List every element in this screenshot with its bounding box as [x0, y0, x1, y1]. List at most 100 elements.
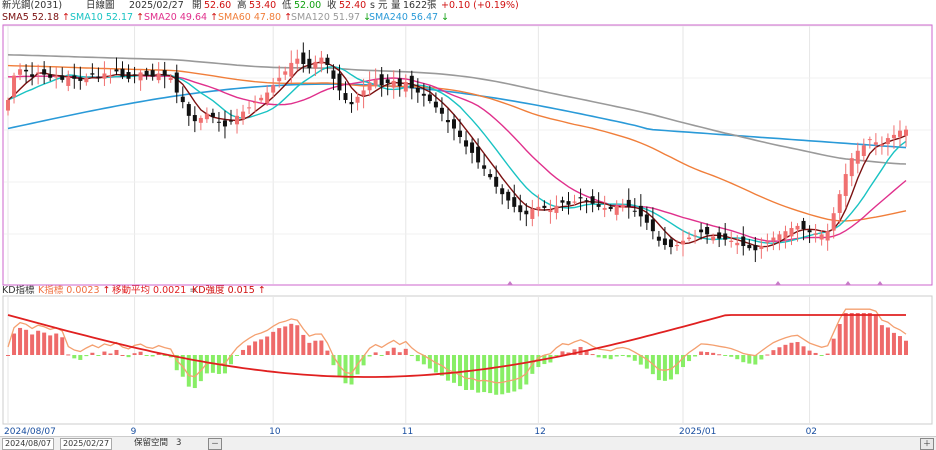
sma20-value: 49.64	[179, 12, 208, 23]
histogram-bar	[831, 338, 836, 355]
histogram-bar	[331, 355, 336, 366]
candle-body	[711, 236, 716, 241]
indicator-legend: KD指標 K指標 0.0023 ↑ 移動平均 0.0021 = KD強度 0.0…	[0, 285, 936, 297]
high-value: 53.40	[249, 0, 277, 11]
indicator-m1: K指標 0.0023 ↑	[38, 285, 111, 297]
candle-body	[379, 74, 384, 86]
candle-body	[445, 120, 450, 123]
candle-body	[705, 226, 710, 235]
close-label: 收	[327, 0, 337, 11]
candle-body	[885, 138, 890, 145]
histogram-bar	[259, 339, 264, 355]
histogram-bar	[656, 355, 661, 381]
histogram-bar	[789, 342, 794, 355]
candle-body	[210, 112, 215, 117]
stock-chart[interactable]: 2024/08/07 9 10 11 12 2025/01 02	[0, 0, 936, 436]
candle-body	[904, 129, 908, 136]
candle-body	[355, 96, 360, 103]
sma120-legend[interactable]: SMA120 51.97 ↓	[291, 12, 371, 24]
signal-marker	[775, 281, 781, 285]
stock-name: 新光鋼(2031)	[2, 0, 63, 11]
signal-line	[7, 314, 906, 378]
candle-body	[325, 57, 330, 66]
histogram-bar	[747, 355, 752, 364]
sma10-value: 52.17	[105, 12, 134, 23]
candle-body	[777, 234, 782, 241]
open-value: 52.60	[204, 0, 232, 11]
histogram-bar	[192, 355, 197, 389]
candle-body	[596, 204, 601, 207]
histogram-bar	[12, 333, 17, 355]
histogram-bar	[24, 329, 29, 355]
end-date-field[interactable]: 2025/02/27	[60, 438, 112, 450]
histogram-bar	[813, 352, 818, 355]
histogram-bar	[379, 355, 384, 356]
candle-body	[632, 210, 637, 212]
candle-body	[668, 239, 673, 248]
histogram-bar	[391, 347, 396, 355]
candle-body	[831, 213, 836, 231]
start-date-field[interactable]: 2024/08/07	[2, 438, 54, 450]
histogram-bar	[735, 355, 740, 360]
candle-body	[30, 74, 35, 77]
candle-body	[54, 75, 59, 78]
histogram-bar	[433, 355, 438, 373]
histogram-bar	[494, 355, 499, 395]
histogram-bar	[451, 355, 456, 383]
candle-body	[247, 107, 252, 109]
sma10-arrow: ↑	[136, 12, 145, 23]
sma10-legend[interactable]: SMA10 52.17 ↑	[70, 12, 144, 24]
candle-body	[494, 176, 499, 187]
low-value: 52.00	[294, 0, 322, 11]
candle-body	[96, 76, 101, 78]
histogram-bar	[693, 355, 698, 357]
x-axis-label: 11	[402, 427, 413, 436]
sma5-legend[interactable]: SMA5 52.18 ↑	[2, 12, 70, 24]
sma240-legend[interactable]: SMA240 56.47 ↓	[369, 12, 449, 24]
candle-body	[241, 111, 246, 119]
histogram-bar	[795, 342, 800, 355]
histogram-bar	[6, 355, 10, 356]
signal-marker	[845, 281, 851, 285]
zoom-in-button[interactable]: ＋	[920, 438, 934, 450]
histogram-bar	[819, 355, 824, 356]
histogram-bar	[488, 355, 493, 394]
histogram-bar	[349, 355, 354, 385]
candle-body	[530, 208, 535, 219]
candle-body	[723, 233, 728, 240]
histogram-bar	[644, 355, 649, 369]
sma60-label: SMA60	[218, 12, 251, 23]
candle-body	[451, 119, 456, 129]
sma20-label: SMA20	[144, 12, 177, 23]
histogram-bar	[235, 355, 240, 356]
histogram-bar	[596, 355, 601, 358]
histogram-bar	[445, 355, 450, 381]
histogram-bar	[711, 352, 716, 355]
histogram-bar	[96, 355, 101, 356]
candle-body	[500, 188, 505, 195]
candle-body	[120, 68, 125, 77]
candle-body	[536, 206, 541, 210]
candle-body	[313, 61, 318, 69]
indicator-name[interactable]: KD指標	[2, 285, 35, 296]
histogram-bar	[343, 355, 348, 384]
candle-body	[283, 71, 288, 75]
unit-yuan: 元	[378, 0, 388, 11]
candle-body	[367, 83, 372, 91]
zoom-out-button[interactable]: －	[208, 438, 222, 450]
sma10-label: SMA10	[70, 12, 103, 23]
change-value: +0.10 (+0.19%)	[441, 0, 519, 11]
candle-body	[48, 74, 53, 78]
unit-s: s	[370, 0, 375, 11]
candle-body	[150, 70, 155, 77]
candlesticks	[6, 42, 908, 263]
keep-space-value[interactable]: 3	[176, 438, 182, 448]
period-label[interactable]: 日線圖	[86, 0, 115, 11]
candle-body	[578, 197, 583, 199]
histogram-bar	[879, 325, 884, 355]
close-value: 52.40	[339, 0, 367, 11]
candle-body	[66, 76, 71, 86]
sma20-legend[interactable]: SMA20 49.64 ↑	[144, 12, 218, 24]
histogram-bar	[60, 337, 65, 355]
sma60-legend[interactable]: SMA60 47.80 ↑	[218, 12, 292, 24]
